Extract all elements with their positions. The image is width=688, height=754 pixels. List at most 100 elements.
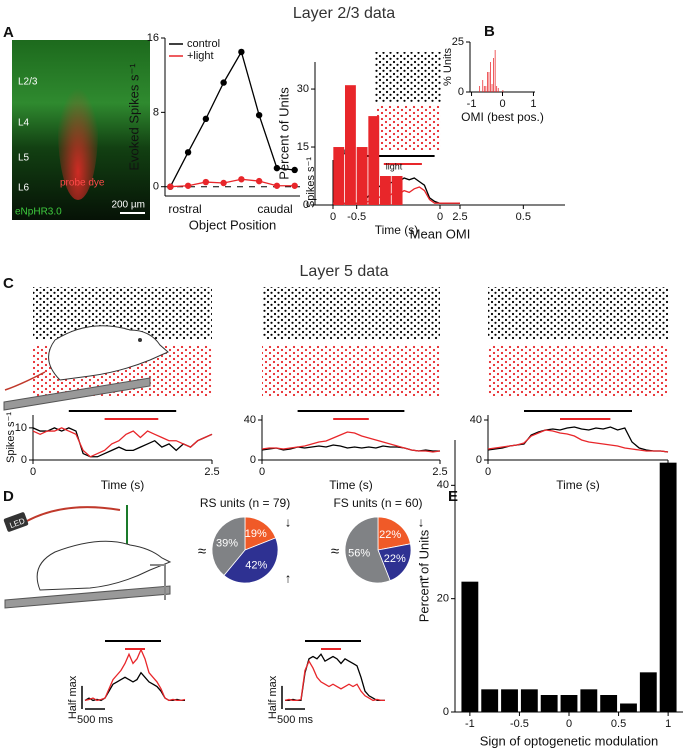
pie-title: FS units (n = 60) <box>333 496 422 510</box>
point <box>291 166 298 174</box>
pie-slice <box>344 516 391 584</box>
increase-arrow: ↑ <box>285 570 292 585</box>
x-tick-label: -1 <box>465 718 475 730</box>
point <box>220 79 227 86</box>
bar <box>501 689 518 712</box>
bar <box>496 86 498 92</box>
layer-label: L6 <box>18 183 30 194</box>
point <box>202 178 210 186</box>
slice-label: 22% <box>384 553 406 565</box>
point <box>273 164 281 172</box>
bar <box>333 147 345 205</box>
y-tick-label: 0 <box>443 706 449 718</box>
bar <box>483 86 485 92</box>
bar <box>502 90 504 92</box>
y-tick-label: 0 <box>476 454 482 466</box>
x-tick-label: 1 <box>665 718 671 730</box>
panel-label: A <box>3 24 14 41</box>
x-tick-label: 0 <box>259 466 265 478</box>
image-label: eNpHR3.0 <box>15 207 62 218</box>
point <box>255 177 263 185</box>
x-tick-label: 1 <box>530 98 536 110</box>
slice-label: 22% <box>379 529 401 541</box>
point <box>167 183 174 190</box>
x-tick-label: 0 <box>437 211 443 223</box>
panel-label: C <box>3 275 14 292</box>
series-line <box>32 427 213 458</box>
point <box>184 149 192 156</box>
x-tick-label: 0 <box>485 466 491 478</box>
point <box>220 179 227 187</box>
similar-symbol: ≈ <box>331 543 339 560</box>
point <box>273 182 281 189</box>
y-axis-label: Spikes s⁻¹ <box>5 412 17 463</box>
legend-label: control <box>187 38 220 50</box>
point <box>202 115 210 123</box>
y-tick-label: 30 <box>297 83 309 95</box>
bar <box>368 116 380 205</box>
stimulus-label: touch <box>333 146 355 156</box>
x-axis-label: Sign of optogenetic modulation <box>480 733 659 748</box>
x-axis-label: Time (s) <box>329 478 373 492</box>
y-tick-label: 0 <box>250 454 256 466</box>
section-title: Layer 5 data <box>300 263 389 280</box>
y-tick-label: 0 <box>458 86 464 98</box>
x-axis-label: OMI (best pos.) <box>461 110 544 124</box>
x-axis-label: Object Position <box>189 217 276 232</box>
x-tick-label: 0 <box>566 718 572 730</box>
image-label: probe dye <box>60 178 105 189</box>
bar <box>490 62 491 92</box>
series-line <box>284 659 385 702</box>
x-tick-label: 2.5 <box>204 466 219 478</box>
series-line <box>285 653 385 702</box>
point <box>291 182 298 189</box>
y-tick-label: 16 <box>147 32 159 44</box>
bar <box>497 88 499 92</box>
bar <box>494 50 496 92</box>
series-line <box>84 647 186 702</box>
x-tick-label: 2.5 <box>432 466 447 478</box>
pie-slice <box>223 537 279 584</box>
y-axis-label: Spikes s⁻¹ <box>305 157 317 208</box>
point <box>255 111 263 119</box>
bar <box>580 689 598 712</box>
legend-label: +light <box>187 50 214 62</box>
x-axis-label: Time (s) <box>556 478 600 492</box>
pie-slice <box>377 543 412 582</box>
y-tick-label: 40 <box>244 414 256 426</box>
bar <box>639 672 657 712</box>
bar <box>540 695 558 712</box>
slice-label: 19% <box>245 528 267 540</box>
pie-slice <box>377 516 411 551</box>
scale-label: 500 ms <box>277 714 314 726</box>
x-tick-label: 2.5 <box>452 211 467 223</box>
y-tick-label: 40 <box>470 414 482 426</box>
x-tick-label: 0.5 <box>611 718 626 730</box>
y-tick-label: 0 <box>21 454 27 466</box>
bar <box>380 176 391 205</box>
decrease-arrow: ↓ <box>418 514 425 529</box>
y-tick-label: 25 <box>452 36 464 48</box>
y-tick-label: 15 <box>297 141 309 153</box>
bar <box>659 462 677 712</box>
panel-label: B <box>484 23 495 40</box>
point <box>184 182 192 189</box>
y-tick-label: 0 <box>303 199 309 211</box>
series-line <box>32 427 213 458</box>
bar <box>491 84 493 92</box>
bar <box>345 85 356 205</box>
bar <box>620 703 637 712</box>
bar <box>481 689 499 712</box>
series-line <box>261 431 441 453</box>
scale-label: Half max <box>67 675 79 719</box>
point <box>238 48 245 56</box>
x-annotation: caudal <box>257 202 292 216</box>
bar <box>600 695 618 712</box>
bar <box>461 581 479 712</box>
bar <box>391 176 403 205</box>
x-annotation: rostral <box>168 202 201 216</box>
series-line <box>84 671 185 702</box>
bar <box>560 695 578 712</box>
pie-slice <box>244 516 277 551</box>
bar <box>493 58 494 92</box>
